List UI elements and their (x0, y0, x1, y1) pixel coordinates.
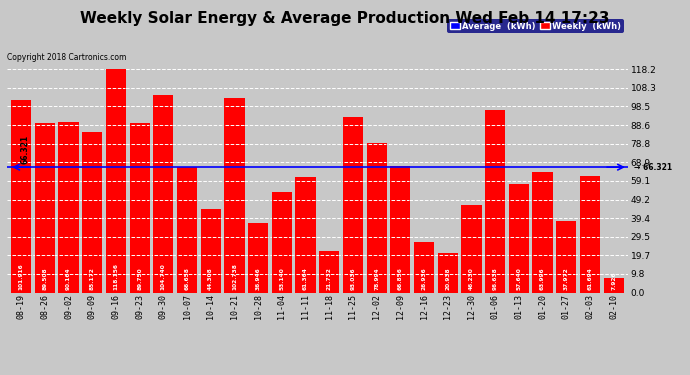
Text: 57.640: 57.640 (516, 267, 522, 290)
Bar (295, 177, 315, 292)
Bar (82, 132, 102, 292)
Text: 20.938: 20.938 (445, 267, 451, 290)
Text: 90.164: 90.164 (66, 267, 71, 290)
Bar (34, 123, 55, 292)
Bar (248, 223, 268, 292)
Bar (177, 166, 197, 292)
Legend: Average  (kWh), Weekly  (kWh): Average (kWh), Weekly (kWh) (447, 19, 624, 33)
Text: 102.738: 102.738 (232, 263, 237, 290)
Text: 89.508: 89.508 (42, 267, 48, 290)
Bar (533, 171, 553, 292)
Text: 78.994: 78.994 (374, 267, 380, 290)
Bar (224, 98, 244, 292)
Text: 61.694: 61.694 (587, 267, 593, 290)
Text: 26.936: 26.936 (422, 267, 426, 290)
Bar (366, 143, 386, 292)
Text: 36.946: 36.946 (255, 267, 261, 290)
Text: 118.156: 118.156 (113, 262, 119, 290)
Bar (556, 221, 576, 292)
Bar (11, 100, 31, 292)
Bar (272, 192, 292, 292)
Text: 61.364: 61.364 (303, 267, 308, 290)
Text: → 66.321: → 66.321 (634, 163, 672, 172)
Bar (201, 209, 221, 292)
Bar (391, 166, 411, 292)
Text: 37.972: 37.972 (564, 267, 569, 290)
Text: 53.140: 53.140 (279, 267, 284, 290)
Bar (414, 242, 434, 292)
Text: 85.172: 85.172 (90, 267, 95, 290)
Bar (343, 117, 363, 292)
Bar (153, 94, 173, 292)
Text: 66.856: 66.856 (398, 267, 403, 290)
Text: 21.732: 21.732 (327, 267, 332, 290)
Text: 93.036: 93.036 (351, 267, 355, 290)
Text: Weekly Solar Energy & Average Production Wed Feb 14 17:23: Weekly Solar Energy & Average Production… (80, 11, 610, 26)
Bar (59, 122, 79, 292)
Text: 104.740: 104.740 (161, 263, 166, 290)
Bar (130, 123, 150, 292)
Text: 7.926: 7.926 (611, 271, 616, 290)
Bar (462, 205, 482, 292)
Text: 89.750: 89.750 (137, 267, 142, 290)
Text: Copyright 2018 Cartronics.com: Copyright 2018 Cartronics.com (7, 53, 126, 62)
Text: 63.996: 63.996 (540, 267, 545, 290)
Bar (509, 183, 529, 292)
Text: 96.638: 96.638 (493, 267, 497, 290)
Bar (437, 253, 458, 292)
Bar (106, 69, 126, 292)
Text: 66.321: 66.321 (20, 135, 29, 164)
Text: 101.916: 101.916 (19, 263, 23, 290)
Text: 66.658: 66.658 (184, 267, 190, 290)
Bar (604, 278, 624, 292)
Text: 46.230: 46.230 (469, 267, 474, 290)
Bar (485, 110, 505, 292)
Bar (580, 176, 600, 292)
Text: 44.308: 44.308 (208, 267, 213, 290)
Bar (319, 251, 339, 292)
